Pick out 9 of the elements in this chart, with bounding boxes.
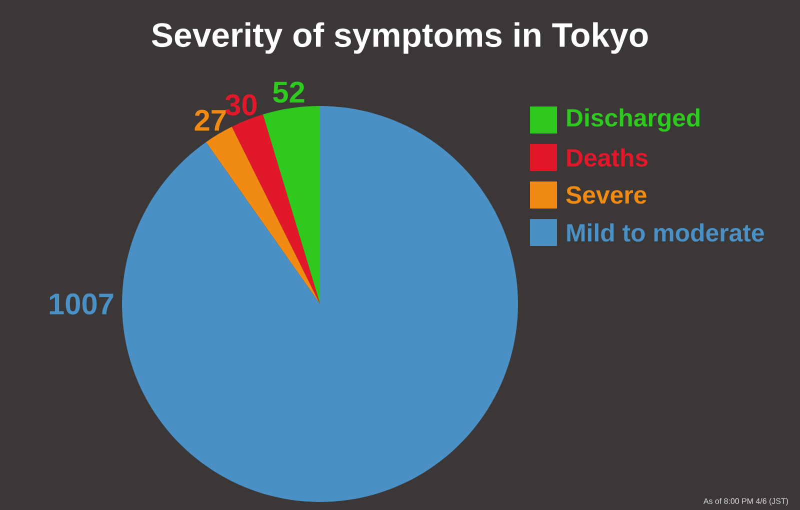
legend-label: Severe [566,186,646,204]
legend-label: Mild to moderate [567,223,764,242]
data-label: 30 [225,94,257,116]
chart-title: Severity of symptoms in Tokyo [152,22,648,54]
data-label: 27 [194,110,226,131]
data-label: 52 [273,82,304,103]
data-label: 1007 [50,293,114,315]
legend-label: Discharged [567,108,700,132]
legend-label: Deaths [567,148,648,167]
